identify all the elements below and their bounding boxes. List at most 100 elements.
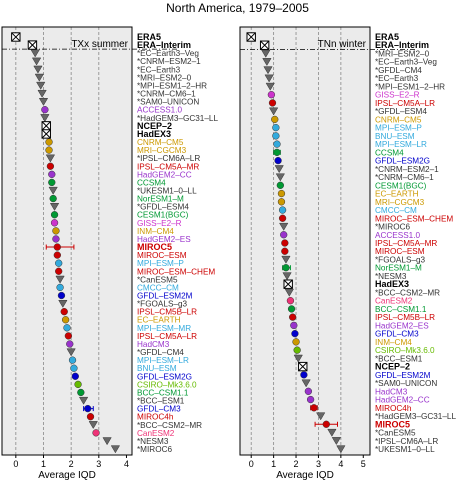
point-label: IPSL–CM5B–LR (375, 313, 435, 322)
point-label: CCSM4 (137, 178, 166, 187)
point-label: BCC–CSM1.1 (137, 388, 189, 397)
data-point (49, 194, 57, 203)
point-label: *MRI–ESM2–0 (137, 73, 192, 82)
point-label: *BCC–CSM2–MR (375, 288, 440, 297)
data-point (287, 305, 296, 313)
data-point (268, 107, 279, 116)
point-label: MIROC4h (375, 404, 412, 413)
data-point-cross (298, 362, 308, 372)
data-point (41, 106, 49, 114)
data-point (293, 346, 301, 354)
data-point (274, 165, 284, 174)
point-label: *EC–Earth3 (137, 65, 181, 74)
data-point-cross (283, 279, 293, 289)
point-label: *HadGEM3–GC31–LL (137, 114, 218, 123)
data-point (273, 140, 281, 148)
point-label: *CNRM–ESM2–1 (375, 165, 439, 174)
point-label: HadCM3 (137, 340, 170, 349)
data-point (60, 308, 68, 316)
point-label: *MPI–ESM1–2–HR (375, 82, 445, 91)
data-point (53, 251, 61, 259)
point-label: CMCC–CM (137, 283, 179, 292)
data-point (277, 198, 286, 206)
data-point (53, 243, 61, 251)
data-point (68, 356, 77, 364)
point-label: ACCESS1.0 (375, 231, 420, 240)
point-label: MIROC–ESM–CHEM (137, 267, 215, 276)
data-point-cross (260, 40, 270, 50)
point-label: IPSL–CM5A–MR (137, 162, 199, 171)
point-label: GFDL–CM3 (137, 405, 181, 414)
point-label: NorESM1–M (137, 195, 184, 204)
point-label: INM–CM4 (375, 338, 412, 347)
data-point-cross (246, 32, 256, 42)
point-label: ERA5 (375, 32, 399, 42)
data-point (275, 173, 285, 182)
data-point (66, 348, 76, 357)
panel-txx-summer: TXx summerERA5ERA–Interim*EC–Earth3–Veg*… (1, 26, 218, 480)
x-tick-label: 4 (124, 459, 129, 469)
point-label: MPI–ESM–LR (137, 356, 189, 365)
point-label: ERA5 (137, 32, 161, 42)
point-label: *CanESM5 (137, 275, 178, 284)
point-label: MIROC–ESM (137, 251, 187, 260)
data-point (290, 321, 298, 330)
point-label: *FGOALS–g3 (375, 255, 426, 264)
point-label: *GFDL–CM4 (137, 348, 184, 357)
point-label: ERA–Interim (375, 40, 429, 50)
point-label: HadGEM2–ES (137, 235, 191, 244)
point-label: *MIROC6 (375, 223, 410, 232)
point-label: *BCC–ESM1 (137, 397, 185, 406)
point-label: *UKESM1–0–LL (375, 445, 435, 454)
data-point (276, 181, 284, 189)
x-tick-label: 3 (316, 459, 321, 469)
point-label: *SAM0–UNICON (137, 98, 199, 107)
data-point (331, 437, 342, 446)
x-tick-label: 3 (96, 459, 101, 469)
point-label: IPSL–CM5B–LR (137, 308, 197, 317)
data-point (56, 283, 64, 292)
panel-title: TNn winter (318, 39, 367, 50)
point-label: *NESM3 (137, 437, 169, 446)
data-point (304, 387, 313, 395)
data-point (71, 372, 79, 380)
data-point (38, 98, 49, 106)
data-point (279, 222, 289, 231)
data-point (102, 437, 112, 446)
data-point (300, 371, 308, 379)
data-point (267, 91, 276, 99)
point-label: GFDL–ESM2G (375, 157, 430, 166)
point-label: HadCM3 (375, 387, 408, 396)
point-label: *EC–Earth3 (375, 74, 419, 83)
data-point (264, 74, 274, 83)
point-label: BNU–ESM (375, 132, 415, 141)
point-label: CanESM2 (375, 297, 413, 306)
data-point (92, 429, 100, 437)
point-label: INM–CM4 (137, 227, 174, 236)
point-label: *BCC–CSM2–MR (137, 421, 202, 430)
point-label: *IPSL–CM6A–LR (137, 154, 200, 163)
data-point-cross (41, 129, 51, 139)
data-point (86, 413, 95, 421)
x-tick-label: 1 (271, 459, 276, 469)
data-point-cross (41, 121, 51, 131)
data-point (316, 412, 326, 421)
data-point (282, 272, 292, 281)
data-point (61, 316, 70, 324)
point-label: MIROC–ESM (375, 247, 425, 256)
data-point (40, 114, 50, 123)
data-point (281, 239, 289, 247)
data-point (281, 247, 289, 255)
point-label: EC–EARTH (137, 316, 181, 325)
data-point (301, 379, 311, 388)
data-point (277, 189, 286, 198)
data-point (286, 297, 295, 305)
data-point (70, 364, 78, 372)
data-point (310, 404, 318, 412)
data-point (327, 428, 337, 437)
point-label: *NESM3 (375, 272, 407, 281)
data-point (280, 231, 288, 239)
point-label: MIROC5 (137, 242, 172, 252)
data-point (261, 49, 271, 58)
point-label: *CNRM–CM6–1 (375, 173, 434, 182)
